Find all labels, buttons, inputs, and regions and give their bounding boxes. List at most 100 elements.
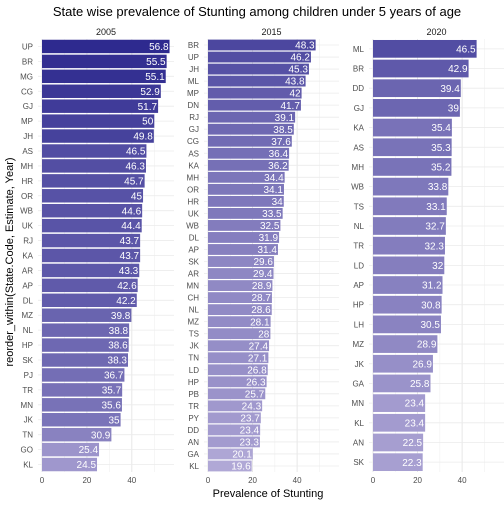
panel-2015: 2015 48.3 BR 46.2 UP 45.3 JH 43.8 ML 42 MP 41.7 DN 39… bbox=[186, 25, 339, 485]
data-label: 28.1 bbox=[250, 317, 270, 328]
category-label: LD bbox=[354, 261, 364, 270]
category-label: OR bbox=[21, 192, 33, 201]
data-label: 19.6 bbox=[231, 462, 251, 473]
panel-2020: 2020 46.5 ML 42.9 BR 39.4 DD 39 GJ 35.4 KA 35.3 AS 35… bbox=[351, 25, 504, 485]
bar-PB bbox=[208, 388, 266, 400]
category-label: DL bbox=[189, 233, 200, 242]
bar-UK bbox=[208, 207, 283, 219]
bar-AR bbox=[42, 263, 140, 278]
category-label: WB bbox=[351, 183, 364, 192]
bar-TR bbox=[373, 236, 445, 255]
data-label: 22.3 bbox=[402, 458, 422, 469]
category-label: RJ bbox=[189, 113, 199, 122]
category-label: UP bbox=[188, 53, 199, 62]
bar-JH bbox=[208, 63, 309, 75]
bar-KA bbox=[373, 118, 452, 137]
bar-SK bbox=[42, 353, 129, 367]
data-label: 38.3 bbox=[108, 356, 128, 367]
category-label: AS bbox=[22, 147, 33, 156]
data-label: 36.7 bbox=[104, 371, 124, 382]
bar-MZ bbox=[373, 335, 438, 353]
category-label: BR bbox=[22, 57, 33, 66]
x-tick-label: 20 bbox=[413, 476, 422, 485]
category-label: GO bbox=[21, 446, 33, 455]
category-label: HP bbox=[22, 341, 33, 350]
data-label: 29.4 bbox=[253, 269, 273, 280]
bar-BR bbox=[373, 59, 469, 78]
category-label: JK bbox=[24, 416, 34, 425]
category-label: MH bbox=[21, 162, 34, 171]
bar-MZ bbox=[208, 316, 271, 328]
data-label: 42.2 bbox=[116, 296, 136, 307]
data-label: 26.8 bbox=[247, 365, 267, 376]
bar-TN bbox=[208, 352, 269, 364]
category-label: MN bbox=[187, 282, 200, 291]
category-label: GA bbox=[187, 450, 199, 459]
panel-strip bbox=[204, 25, 339, 39]
bar-KA bbox=[208, 159, 289, 171]
category-label: JH bbox=[189, 65, 199, 74]
category-label: GJ bbox=[189, 125, 199, 134]
panel-strip bbox=[38, 25, 174, 39]
data-label: 46.3 bbox=[126, 162, 146, 173]
category-label: LH bbox=[354, 320, 364, 329]
data-label: 34.1 bbox=[264, 185, 284, 196]
data-label: 32.3 bbox=[424, 241, 444, 252]
category-label: TS bbox=[189, 330, 199, 339]
bar-CG bbox=[208, 135, 292, 147]
category-label: NL bbox=[189, 306, 200, 315]
data-label: 27.4 bbox=[249, 341, 269, 352]
data-label: 30.9 bbox=[91, 430, 111, 441]
data-label: 36.2 bbox=[268, 161, 288, 172]
category-label: AS bbox=[188, 149, 199, 158]
bar-HR bbox=[208, 195, 284, 207]
category-label: AR bbox=[22, 266, 33, 275]
data-label: 43.8 bbox=[285, 77, 305, 88]
bar-MZ bbox=[42, 308, 132, 322]
bar-JK bbox=[208, 340, 270, 352]
data-label: 35.6 bbox=[101, 400, 121, 411]
data-label: 25.7 bbox=[245, 389, 265, 400]
y-axis-label: reorder_within(State.Code, Estimate, Yea… bbox=[4, 157, 16, 366]
bar-GA bbox=[373, 374, 431, 393]
category-label: CG bbox=[187, 137, 199, 146]
category-label: PJ bbox=[24, 371, 33, 380]
category-label: BR bbox=[353, 65, 364, 74]
data-label: 25.4 bbox=[79, 445, 99, 456]
data-label: 33.8 bbox=[428, 182, 448, 193]
data-label: 23.7 bbox=[240, 413, 260, 424]
category-label: AS bbox=[353, 143, 364, 152]
category-label: DN bbox=[187, 101, 199, 110]
category-label: KA bbox=[353, 124, 364, 133]
data-label: 34.4 bbox=[264, 173, 284, 184]
category-label: SK bbox=[188, 258, 199, 267]
bar-DN bbox=[208, 99, 301, 111]
x-tick-label: 20 bbox=[82, 476, 91, 485]
data-label: 20.1 bbox=[232, 450, 252, 461]
category-label: GJ bbox=[23, 102, 33, 111]
category-label: TR bbox=[353, 242, 364, 251]
data-label: 26.9 bbox=[412, 359, 432, 370]
bar-HP bbox=[208, 376, 267, 388]
bar-MP bbox=[42, 114, 155, 128]
bar-MH bbox=[373, 158, 452, 176]
bar-NL bbox=[208, 304, 272, 316]
category-label: MH bbox=[352, 163, 365, 172]
bar-KL bbox=[208, 460, 252, 472]
data-label: 44.6 bbox=[122, 206, 142, 217]
data-label: 27.1 bbox=[248, 353, 268, 364]
bar-PY bbox=[208, 412, 261, 424]
data-label: 35 bbox=[108, 415, 120, 426]
category-label: UK bbox=[188, 209, 200, 218]
category-label: NL bbox=[23, 326, 34, 335]
chart-title: State wise prevalence of Stunting among … bbox=[53, 4, 461, 19]
category-label: CH bbox=[187, 294, 199, 303]
data-label: 23.3 bbox=[239, 438, 259, 449]
data-label: 49.8 bbox=[133, 132, 153, 143]
category-label: TS bbox=[354, 202, 364, 211]
category-label: WB bbox=[186, 221, 199, 230]
category-label: HR bbox=[21, 177, 33, 186]
category-label: MZ bbox=[352, 340, 364, 349]
bar-HP bbox=[373, 295, 442, 314]
bar-NL bbox=[42, 323, 130, 337]
